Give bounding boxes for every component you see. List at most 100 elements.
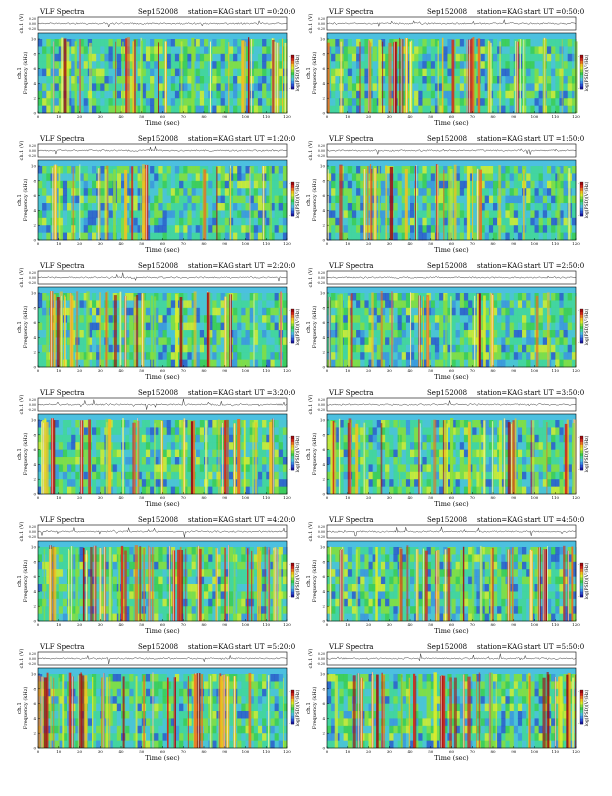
spectrogram-cell xyxy=(167,83,172,91)
waveform-ylabel: ch.1 (V) xyxy=(18,268,25,288)
sferic-burst xyxy=(230,168,231,240)
spectrogram-cell xyxy=(167,69,172,77)
spectrogram-cell xyxy=(431,337,436,345)
sferic-burst xyxy=(399,38,400,113)
sferic-burst xyxy=(253,422,254,494)
frequency-tick-label: 4 xyxy=(33,335,36,340)
spectrogram-cell xyxy=(154,225,159,233)
spectrogram-cell xyxy=(414,166,419,174)
spectrogram-cell xyxy=(266,293,271,301)
spectrogram-cell xyxy=(414,337,419,345)
spectrogram-cell xyxy=(171,293,176,301)
time-tick-label: 100 xyxy=(242,241,250,246)
time-tick-label: 120 xyxy=(572,368,580,373)
panel-date: Sep152008 xyxy=(138,262,178,270)
sferic-burst xyxy=(226,420,229,494)
spectrogram-cell xyxy=(175,435,180,443)
spectrogram-cell xyxy=(167,464,172,472)
spectrogram-cell xyxy=(71,427,76,435)
spectrogram-cell xyxy=(146,76,151,84)
spectrogram-cell xyxy=(501,106,506,114)
spectrogram-cell xyxy=(539,181,544,189)
spectrogram-cell xyxy=(539,337,544,345)
spectrogram-cell xyxy=(208,450,213,458)
spectrogram-cell xyxy=(233,83,238,91)
spectrogram-cell xyxy=(431,218,436,226)
spectrogram-cell xyxy=(418,181,423,189)
spectrogram-cell xyxy=(246,487,251,495)
spectrogram-cell xyxy=(258,173,263,181)
sferic-burst xyxy=(191,38,194,113)
spectrogram-cell xyxy=(258,54,263,62)
spectrogram-cell xyxy=(335,39,340,47)
spectrogram-cell xyxy=(100,479,105,487)
spectrogram-cell xyxy=(225,203,230,211)
spectrogram-cell xyxy=(200,98,205,106)
spectrogram-cell xyxy=(241,293,246,301)
spectrogram-cell xyxy=(208,472,213,480)
spectrogram-cell xyxy=(175,69,180,77)
sferic-burst xyxy=(363,169,366,240)
spectrogram-cell xyxy=(42,345,47,353)
spectrogram-cell xyxy=(51,83,56,91)
spectrogram-cell xyxy=(518,308,523,316)
spectrogram-cell xyxy=(117,69,122,77)
spectrogram-cell xyxy=(212,293,217,301)
spectrogram-cell xyxy=(360,76,365,84)
spectrogram-cell xyxy=(266,323,271,331)
spectrogram-cell xyxy=(530,196,535,204)
spectrogram-cell xyxy=(410,188,415,196)
spectrogram-cell xyxy=(266,98,271,106)
waveform-tick-label: 0.20 xyxy=(29,271,36,275)
spectrogram-cell xyxy=(464,54,469,62)
sferic-gap xyxy=(62,296,63,367)
spectrogram-cell xyxy=(514,196,519,204)
spectrogram-cell xyxy=(398,166,403,174)
colorbar-step xyxy=(291,72,294,75)
spectrogram-cell xyxy=(200,91,205,99)
spectrogram-cell xyxy=(187,181,192,189)
spectrogram-cell xyxy=(233,188,238,196)
time-tick-label: 70 xyxy=(181,241,187,246)
spectrogram-cell xyxy=(67,188,72,196)
spectrogram-cell xyxy=(398,188,403,196)
spectrogram-cell xyxy=(547,98,552,106)
waveform-tick-label: 0.00 xyxy=(29,403,36,407)
spectrogram-cell xyxy=(171,225,176,233)
spectrogram-cell xyxy=(84,196,89,204)
spectrogram-cell xyxy=(109,330,114,338)
spectrogram-cell xyxy=(530,210,535,218)
sferic-burst xyxy=(105,169,107,240)
spectrogram-cell xyxy=(414,225,419,233)
spectrogram-cell xyxy=(80,345,85,353)
spectrogram-cell xyxy=(460,91,465,99)
sferic-burst xyxy=(339,165,342,240)
spectrogram-cell xyxy=(258,464,263,472)
spectrogram-cell xyxy=(344,210,349,218)
spectrogram-cell xyxy=(344,54,349,62)
spectrogram-cell xyxy=(233,352,238,360)
spectrogram-cell xyxy=(42,91,47,99)
spectrogram-cell xyxy=(514,360,519,368)
spectrogram-cell xyxy=(262,293,267,301)
spectrogram-cell xyxy=(547,203,552,211)
spectrogram-cell xyxy=(489,181,494,189)
spectrogram-cell xyxy=(431,210,436,218)
spectrogram-cell xyxy=(96,46,101,54)
spectrogram-cell xyxy=(38,233,43,241)
spectrogram-cell xyxy=(331,39,336,47)
spectrogram-cell xyxy=(216,308,221,316)
time-tick-label: 0 xyxy=(326,114,329,119)
spectrogram-cell xyxy=(246,330,251,338)
spectrogram-cell xyxy=(233,106,238,114)
spectrogram-cell xyxy=(559,293,564,301)
spectrogram-cell xyxy=(526,300,531,308)
spectrogram-cell xyxy=(63,203,68,211)
spectrogram-cell xyxy=(104,39,109,47)
spectrogram-cell xyxy=(92,196,97,204)
sferic-burst xyxy=(478,38,481,113)
spectrogram-cell xyxy=(555,76,560,84)
spectrogram-cell xyxy=(179,233,184,241)
spectrogram-cell xyxy=(258,39,263,47)
spectrogram-cell xyxy=(352,196,357,204)
